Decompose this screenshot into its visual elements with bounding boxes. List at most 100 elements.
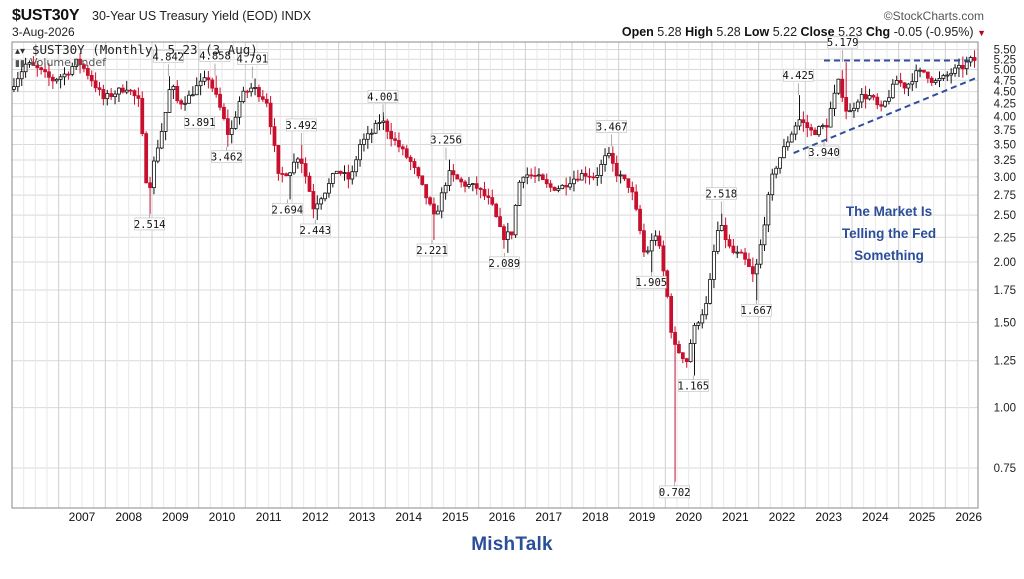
candle-body	[778, 157, 782, 169]
candle-body	[894, 80, 899, 85]
candle-body	[85, 68, 90, 76]
candle-body	[319, 198, 324, 205]
annotation-label: 0.702	[659, 487, 691, 499]
trendline-support	[793, 76, 979, 154]
candle-body	[852, 107, 856, 112]
candle-body	[478, 187, 483, 190]
candle-body	[774, 167, 779, 175]
y-tick-label: 1.25	[994, 356, 1016, 368]
candle-body	[482, 189, 487, 197]
candle-body	[622, 174, 627, 180]
candle-body	[820, 125, 825, 127]
annotation-box	[827, 35, 858, 49]
candle-body	[692, 325, 697, 344]
candle-body	[572, 178, 576, 185]
candle-body	[941, 75, 946, 79]
x-tick-label: 2021	[722, 510, 749, 524]
candle-body	[809, 127, 814, 131]
candle-body	[933, 80, 938, 83]
candle-body	[385, 120, 390, 132]
annotation-box	[367, 90, 399, 103]
candle-body	[793, 125, 798, 135]
candle-body	[700, 314, 705, 324]
candle-body	[432, 203, 436, 215]
candle-body	[15, 78, 20, 88]
annotation-box	[237, 52, 268, 65]
candle-body	[910, 81, 915, 85]
candle-body	[848, 110, 852, 113]
candlestick-series	[12, 50, 977, 482]
note-line: Telling the Fed	[842, 226, 936, 241]
candle-body	[610, 152, 615, 164]
annotation-label: 3.462	[211, 152, 243, 164]
legend-icon: ▴▾	[15, 46, 25, 57]
candle-body	[109, 93, 114, 98]
candle-body	[354, 159, 359, 173]
y-tick-label: 4.00	[994, 111, 1016, 123]
candle-body	[630, 187, 635, 193]
candle-body	[54, 78, 59, 82]
candle-body	[362, 138, 366, 145]
legend-volume-label: Volume undef	[30, 56, 107, 69]
x-tick-label: 2017	[535, 510, 562, 524]
x-tick-label: 2026	[955, 510, 982, 524]
candle-body	[661, 245, 666, 272]
candle-body	[155, 147, 160, 162]
x-tick-label: 2018	[582, 510, 609, 524]
candle-body	[467, 184, 471, 187]
candle-body	[723, 225, 728, 241]
candle-body	[634, 191, 639, 210]
candle-body	[346, 172, 351, 180]
x-tick-label: 2024	[862, 510, 889, 524]
stockcharts-brand: ©StockCharts.com	[883, 9, 984, 23]
candle-body	[964, 61, 969, 70]
candle-body	[412, 161, 417, 168]
y-tick-label: 1.00	[994, 403, 1016, 415]
low-value: 5.22	[772, 25, 798, 39]
candle-body	[494, 203, 499, 218]
candle-body	[498, 216, 502, 228]
candle-body	[879, 104, 884, 107]
annotation-label: 2.518	[706, 189, 738, 201]
candle-body	[39, 67, 44, 71]
candle-body	[785, 141, 790, 148]
low-label: Low	[744, 25, 770, 39]
annotation-box	[416, 243, 448, 257]
price-chart: 0.75 1.00 1.25 1.50 1.75 2.00 2.25 2.50 2.75 3.00…	[11, 35, 1016, 524]
candle-body	[972, 57, 977, 61]
candle-body	[369, 132, 374, 135]
candle-body	[556, 188, 561, 191]
y-tick-label: 3.75	[994, 125, 1016, 137]
candle-body	[544, 179, 549, 185]
chg-label: Chg	[865, 25, 891, 39]
x-tick-label: 2007	[69, 510, 96, 524]
candle-body	[863, 93, 868, 100]
x-tick-label: 2008	[115, 510, 142, 524]
candle-body	[875, 96, 880, 106]
candle-body	[183, 102, 187, 105]
candle-body	[618, 174, 623, 177]
candle-body	[560, 184, 565, 190]
candle-body	[782, 146, 786, 159]
y-tick-label: 2.25	[994, 232, 1016, 244]
candle-body	[124, 89, 129, 93]
annotation-label: 1.905	[636, 277, 668, 289]
candle-body	[295, 158, 300, 163]
candle-body	[198, 80, 203, 87]
symbol-description: 30-Year US Treasury Yield (EOD) INDX	[92, 9, 311, 23]
candle-body	[603, 155, 607, 165]
annotation-box	[678, 379, 709, 392]
candle-body	[953, 67, 957, 74]
candle-body	[537, 174, 541, 177]
high-value: 5.28	[716, 25, 741, 39]
candle-body	[93, 80, 98, 89]
candle-body	[653, 235, 658, 241]
candle-body	[719, 225, 724, 231]
candle-body	[490, 197, 495, 205]
x-tick-label: 2014	[395, 510, 422, 524]
candle-body	[175, 86, 180, 102]
candle-body	[859, 93, 864, 103]
candle-body	[272, 126, 277, 146]
candle-body	[669, 296, 674, 333]
candle-body	[486, 195, 491, 198]
